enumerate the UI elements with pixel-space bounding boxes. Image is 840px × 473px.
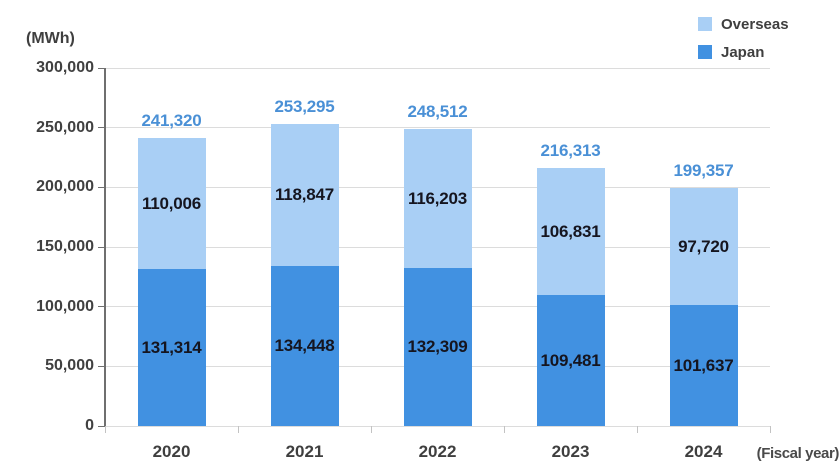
japan-value-label: 109,481 [540, 350, 601, 370]
total-value-label: 216,313 [540, 141, 601, 160]
x-axis-tick [769, 426, 771, 433]
y-axis-tick [98, 67, 105, 69]
x-axis-category-label: 2022 [418, 442, 457, 461]
y-axis-tick-label: 100,000 [36, 297, 94, 315]
japan-swatch-icon [698, 45, 712, 59]
total-value-label: 241,320 [141, 111, 202, 130]
x-axis-tick [237, 426, 239, 433]
japan-value-label: 132,309 [407, 337, 468, 356]
y-axis-tick-label: 0 [85, 417, 94, 434]
y-axis-tick-label: 150,000 [36, 238, 94, 255]
y-axis-line [104, 68, 106, 427]
legend: Overseas Japan [698, 13, 789, 69]
overseas-swatch-icon [698, 17, 712, 31]
bar-segment-overseas-2022: 116,203 [403, 129, 472, 268]
x-axis-tick [104, 426, 106, 433]
total-value-label: 248,512 [407, 102, 468, 121]
bar-segment-overseas-2023: 106,831 [536, 168, 605, 295]
bar-segment-japan-2024: 101,637 [669, 305, 738, 426]
y-axis-tick [98, 365, 105, 367]
x-axis-unit-label: (Fiscal year) [756, 445, 840, 462]
overseas-value-label: 106,831 [540, 221, 601, 241]
japan-value-label: 134,448 [274, 336, 335, 355]
y-axis-tick [98, 127, 105, 129]
x-axis-category-label: 2020 [152, 442, 191, 461]
y-axis-tick-label: 300,000 [36, 59, 94, 76]
y-axis-unit-label: (MWh) [26, 30, 75, 47]
legend-item-japan: Japan [698, 41, 789, 63]
bar-segment-japan-2021: 134,448 [270, 266, 339, 426]
bar-segment-japan-2023: 109,481 [536, 295, 605, 426]
bar-segment-overseas-2021: 118,847 [270, 124, 339, 266]
japan-legend-label: Japan [721, 43, 765, 61]
x-axis-tick [636, 426, 638, 433]
bar-segment-japan-2020: 131,314 [137, 269, 206, 426]
legend-item-overseas: Overseas [698, 13, 789, 35]
y-axis-tick-label: 50,000 [45, 357, 94, 375]
total-value-label: 199,357 [673, 161, 734, 180]
overseas-value-label: 97,720 [678, 236, 729, 256]
x-axis-category-label: 2024 [684, 442, 723, 461]
y-axis-tick-label: 250,000 [36, 118, 94, 136]
japan-value-label: 131,314 [141, 337, 202, 357]
plot-area: 131,314 110,006 241,320 134,448 118,847 253,2… [98, 67, 771, 433]
bar-segment-overseas-2024: 97,720 [669, 188, 738, 305]
bar-segment-japan-2022: 132,309 [403, 268, 472, 426]
x-axis-category-label: 2023 [551, 442, 590, 461]
bar-segment-overseas-2020: 110,006 [137, 138, 206, 269]
x-axis-line [105, 425, 770, 427]
y-axis-tick [98, 425, 105, 427]
x-axis-category-label: 2021 [285, 442, 324, 461]
x-axis-tick [370, 426, 372, 433]
overseas-value-label: 110,006 [141, 193, 202, 213]
y-axis-tick [98, 306, 105, 308]
y-axis-tick [98, 186, 105, 188]
overseas-value-label: 116,203 [407, 188, 468, 208]
y-axis-tick [98, 246, 105, 248]
total-value-label: 253,295 [274, 97, 335, 116]
gridline [105, 67, 770, 69]
y-axis-tick-label: 200,000 [36, 178, 94, 196]
x-axis-tick [503, 426, 505, 433]
overseas-value-label: 118,847 [274, 185, 335, 204]
gridline [105, 127, 770, 129]
japan-value-label: 101,637 [673, 355, 734, 375]
overseas-legend-label: Overseas [721, 15, 789, 33]
